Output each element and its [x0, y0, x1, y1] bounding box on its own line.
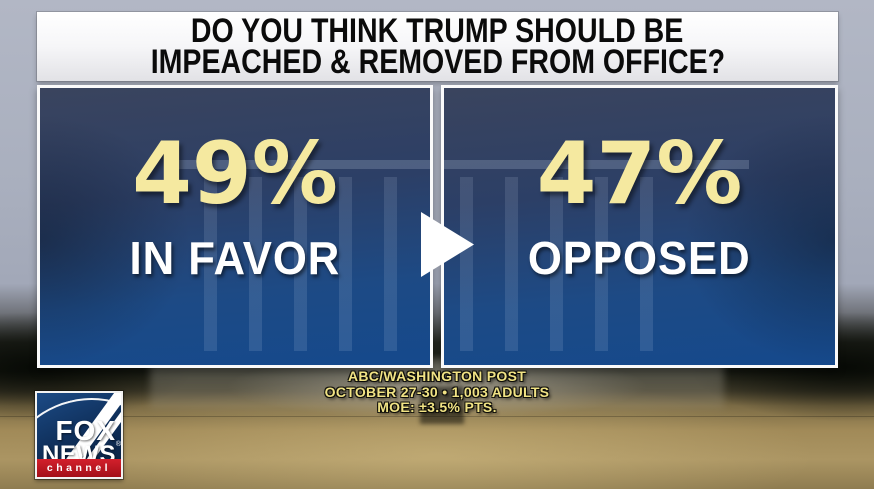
- opposed-value: 47%: [536, 124, 743, 224]
- in-favor-label: IN FAVOR: [129, 232, 341, 284]
- source-line-3: MOE: ±3.5% PTS.: [377, 399, 497, 415]
- background-doorway: [420, 386, 464, 424]
- background-fence: [0, 416, 874, 417]
- source-line-1: ABC/WASHINGTON POST: [347, 368, 527, 384]
- logo-channel-label: channel: [37, 459, 121, 477]
- headline-bar: DO YOU THINK TRUMP SHOULD BE IMPEACHED &…: [37, 12, 838, 81]
- logo-fox-wordmark: FOX: [55, 415, 116, 446]
- poll-panel-in-favor: 49% IN FAVOR: [37, 85, 433, 368]
- registered-trademark-icon: ®: [115, 441, 121, 448]
- source-line-2: OCTOBER 27-30 • 1,003 ADULTS: [324, 383, 550, 400]
- headline-line-1: DO YOU THINK TRUMP SHOULD BE: [191, 11, 684, 50]
- opposed-label: OPPOSED: [528, 232, 751, 284]
- in-favor-value: 49%: [132, 124, 338, 224]
- poll-panel-opposed: 47% OPPOSED: [441, 85, 838, 368]
- fox-news-logo: FOX NEWS ® channel: [35, 391, 123, 479]
- poll-source-block: ABC/WASHINGTON POST OCTOBER 27-30 • 1,00…: [0, 368, 874, 416]
- headline-line-2: IMPEACHED & REMOVED FROM OFFICE?: [150, 42, 725, 81]
